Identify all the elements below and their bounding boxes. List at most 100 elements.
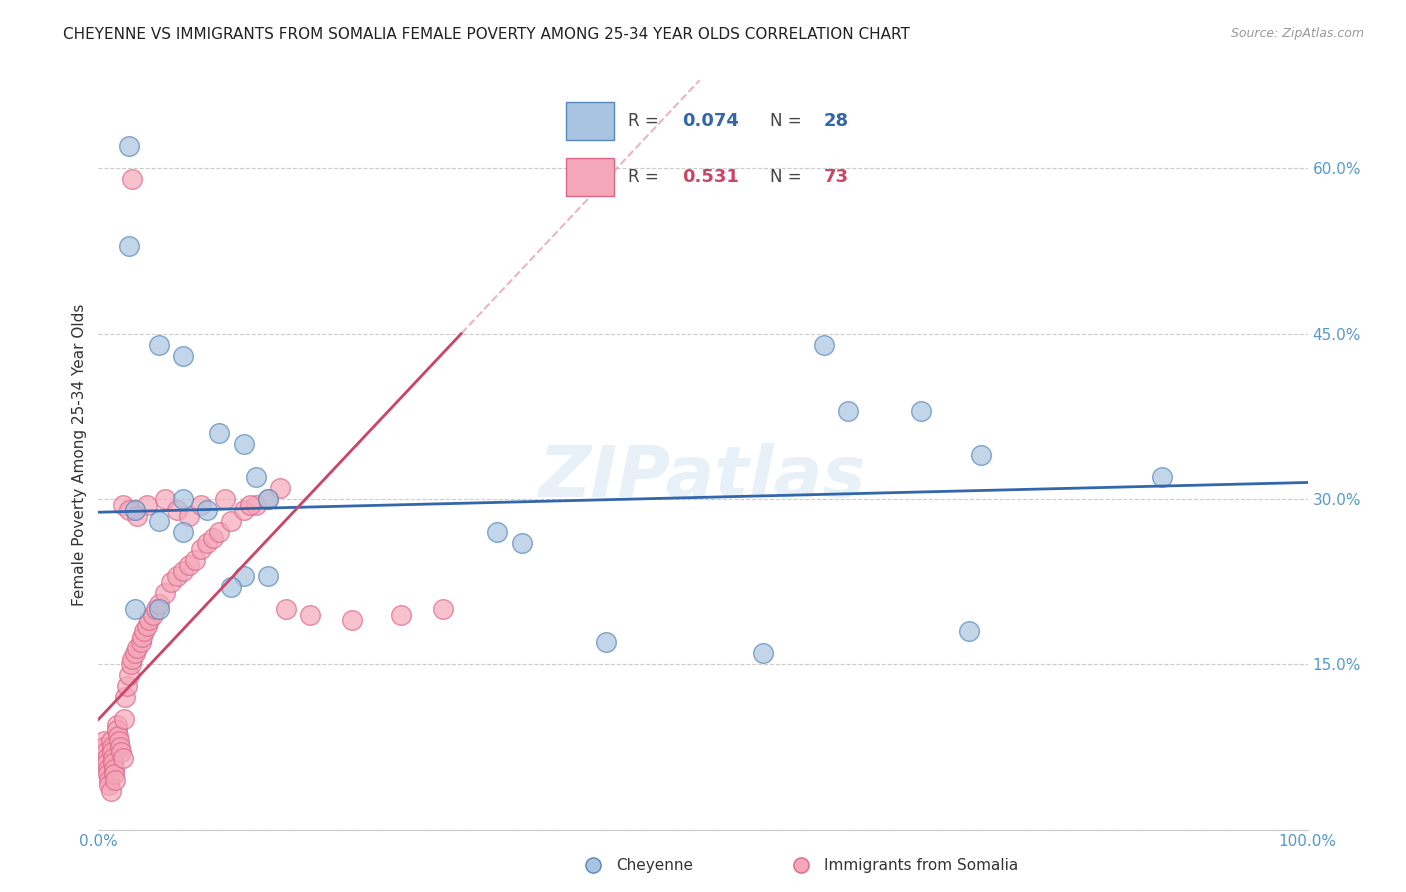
Point [172,349,194,363]
Point [389,607,412,622]
Point [752,646,775,660]
Point [97,767,120,781]
Point [98,779,121,793]
Point [166,569,188,583]
Point [96,756,118,771]
Point [221,580,243,594]
Point [245,470,267,484]
Point [166,503,188,517]
Point [256,491,278,506]
Point [131,630,153,644]
Point [117,679,139,693]
Text: CHEYENNE VS IMMIGRANTS FROM SOMALIA FEMALE POVERTY AMONG 25-34 YEAR OLDS CORRELA: CHEYENNE VS IMMIGRANTS FROM SOMALIA FEMA… [63,27,910,42]
Text: ZIPatlas: ZIPatlas [540,443,866,512]
Point [127,508,149,523]
Point [105,718,128,732]
Point [184,552,207,566]
Point [232,569,254,583]
Point [172,491,194,506]
Point [190,498,212,512]
Point [100,784,122,798]
Point [107,729,129,743]
Point [100,734,122,748]
Point [118,238,141,252]
Point [134,624,156,639]
Point [208,524,231,539]
Point [432,602,454,616]
Point [100,739,122,754]
Point [245,498,267,512]
Point [172,524,194,539]
Point [145,602,167,616]
Point [101,751,124,765]
Point [232,437,254,451]
Point [510,536,533,550]
Text: Cheyenne: Cheyenne [616,858,693,872]
Point [96,751,118,765]
Point [202,531,225,545]
Point [957,624,980,639]
Point [160,574,183,589]
Point [148,514,170,528]
Point [120,657,142,672]
Point [97,762,120,776]
Point [970,448,993,462]
Point [111,498,134,512]
Point [108,734,131,748]
Point [103,767,125,781]
Point [103,762,125,776]
Point [135,618,157,632]
Point [98,772,121,787]
Point [195,503,218,517]
Text: Source: ZipAtlas.com: Source: ZipAtlas.com [1230,27,1364,40]
Point [138,613,160,627]
Point [94,746,117,760]
Point [100,746,122,760]
Point [195,536,218,550]
Point [118,668,141,682]
Point [221,514,243,528]
Point [274,602,297,616]
Point [142,607,165,622]
Point [135,498,157,512]
Point [153,585,176,599]
Point [127,640,149,655]
Point [153,491,176,506]
Point [269,481,291,495]
Point [190,541,212,556]
Point [208,425,231,440]
Point [256,491,278,506]
Point [112,712,135,726]
Point [105,723,128,738]
Point [232,503,254,517]
Point [148,597,170,611]
Point [595,635,617,649]
Point [179,508,201,523]
Point [1152,470,1174,484]
Point [214,491,236,506]
Point [256,569,278,583]
Point [910,404,932,418]
Point [118,139,141,153]
Point [93,734,115,748]
Point [114,690,136,705]
Point [124,602,146,616]
Point [179,558,201,573]
Point [93,739,115,754]
Point [121,172,143,186]
Point [124,646,146,660]
Point [104,772,127,787]
Point [124,503,146,517]
Point [110,746,132,760]
Point [129,635,152,649]
Point [111,751,134,765]
Point [108,739,131,754]
Point [101,756,124,771]
Point [813,337,835,351]
Text: Immigrants from Somalia: Immigrants from Somalia [824,858,1018,872]
Point [121,652,143,666]
Point [790,858,813,872]
Point [148,602,170,616]
Point [342,613,364,627]
Point [299,607,322,622]
